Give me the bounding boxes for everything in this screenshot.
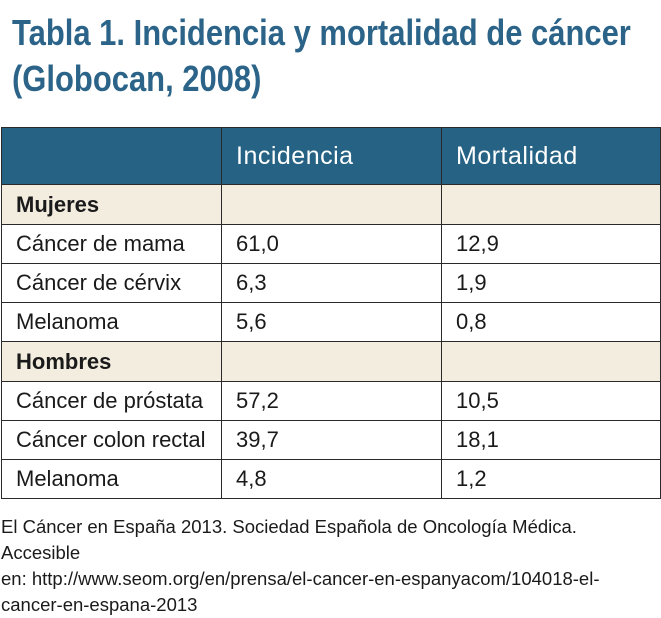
row-name: Cáncer colon rectal bbox=[1, 420, 222, 460]
section-empty-cell bbox=[441, 341, 661, 382]
mortalidad-value: 1,9 bbox=[441, 263, 661, 303]
table-row: Cáncer de cérvix 6,3 1,9 bbox=[1, 263, 661, 303]
section-empty-cell bbox=[441, 184, 661, 225]
incidencia-value: 6,3 bbox=[221, 263, 442, 303]
incidencia-value: 4,8 bbox=[221, 459, 442, 499]
table-title-line-2: (Globocan, 2008) bbox=[12, 58, 262, 99]
table-row: Cáncer de próstata 57,2 10,5 bbox=[1, 381, 661, 421]
section-label: Mujeres bbox=[1, 184, 222, 225]
mortalidad-value: 10,5 bbox=[441, 381, 661, 421]
table-header-row: Incidencia Mortalidad bbox=[1, 127, 661, 185]
incidencia-value: 39,7 bbox=[221, 420, 442, 460]
section-empty-cell bbox=[221, 184, 442, 225]
header-cell-mortalidad: Mortalidad bbox=[441, 127, 661, 185]
section-row-mujeres: Mujeres bbox=[1, 184, 661, 225]
footnote-line-1: El Cáncer en España 2013. Sociedad Españ… bbox=[1, 516, 577, 563]
incidencia-value: 57,2 bbox=[221, 381, 442, 421]
section-empty-cell bbox=[221, 341, 442, 382]
table-row: Cáncer colon rectal 39,7 18,1 bbox=[1, 420, 661, 460]
row-name: Cáncer de mama bbox=[1, 224, 222, 264]
table-row: Melanoma 4,8 1,2 bbox=[1, 459, 661, 499]
header-cell-incidencia: Incidencia bbox=[221, 127, 442, 185]
mortalidad-value: 12,9 bbox=[441, 224, 661, 264]
table-title-line-1: Tabla 1. Incidencia y mortalidad de cánc… bbox=[12, 12, 631, 53]
footnote-line-3: cancer-en-espana-2013 bbox=[1, 594, 198, 615]
row-name: Cáncer de próstata bbox=[1, 381, 222, 421]
section-row-hombres: Hombres bbox=[1, 341, 661, 382]
mortalidad-value: 18,1 bbox=[441, 420, 661, 460]
row-name: Melanoma bbox=[1, 459, 222, 499]
row-name: Melanoma bbox=[1, 302, 222, 342]
mortalidad-value: 0,8 bbox=[441, 302, 661, 342]
section-label: Hombres bbox=[1, 341, 222, 382]
table-title: Tabla 1. Incidencia y mortalidad de cánc… bbox=[12, 10, 631, 102]
footnote-line-2: en: http://www.seom.org/en/prensa/el-can… bbox=[1, 568, 600, 589]
row-name: Cáncer de cérvix bbox=[1, 263, 222, 303]
cancer-table: Incidencia Mortalidad Mujeres Cáncer de … bbox=[1, 127, 661, 499]
table-row: Melanoma 5,6 0,8 bbox=[1, 302, 661, 342]
header-cell-empty bbox=[1, 127, 222, 185]
mortalidad-value: 1,2 bbox=[441, 459, 661, 499]
incidencia-value: 5,6 bbox=[221, 302, 442, 342]
table-row: Cáncer de mama 61,0 12,9 bbox=[1, 224, 661, 264]
source-footnote: El Cáncer en España 2013. Sociedad Españ… bbox=[1, 514, 659, 618]
incidencia-value: 61,0 bbox=[221, 224, 442, 264]
